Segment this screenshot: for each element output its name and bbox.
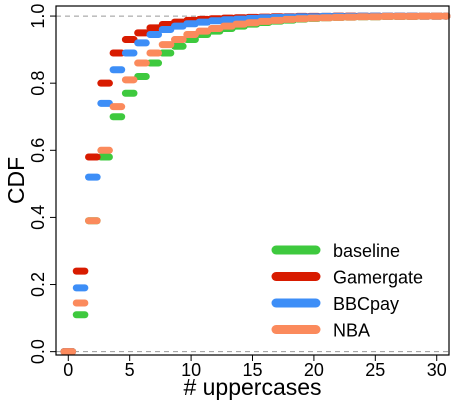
series-layer [60,12,451,356]
y-tick-label: 0.8 [28,71,48,96]
legend-label: baseline [333,241,400,261]
x-tick-label: 10 [181,360,201,380]
y-tick-label: 0.2 [28,272,48,297]
x-axis-title: # uppercases [183,374,321,400]
x-tick-label: 5 [125,360,135,380]
x-tick-label: 25 [365,360,385,380]
legend-label: BBCpay [333,294,399,314]
series-nba [60,12,451,356]
y-axis-title: CDF [3,157,29,204]
legend-item-baseline: baseline [271,241,400,261]
legend-item-gamergate: Gamergate [271,268,423,288]
y-tick-label: 0.6 [28,138,48,163]
axes: 0 5 10 15 20 25 30 0.0 0.2 0.4 0.6 0.8 1.0 [28,4,447,380]
legend: baseline Gamergate BBCpay NBA [271,241,423,341]
x-tick-label: 30 [427,360,447,380]
y-tick-label: 1.0 [28,4,48,29]
x-tick-label: 0 [63,360,73,380]
x-tick-label: 15 [242,360,262,380]
legend-label: NBA [333,321,370,341]
legend-item-nba: NBA [271,321,370,341]
x-tick-label: 20 [304,360,324,380]
y-tick-label: 0.4 [28,205,48,230]
y-tick-label: 0.0 [28,339,48,364]
legend-item-bbcpay: BBCpay [271,294,399,314]
legend-label: Gamergate [333,268,423,288]
